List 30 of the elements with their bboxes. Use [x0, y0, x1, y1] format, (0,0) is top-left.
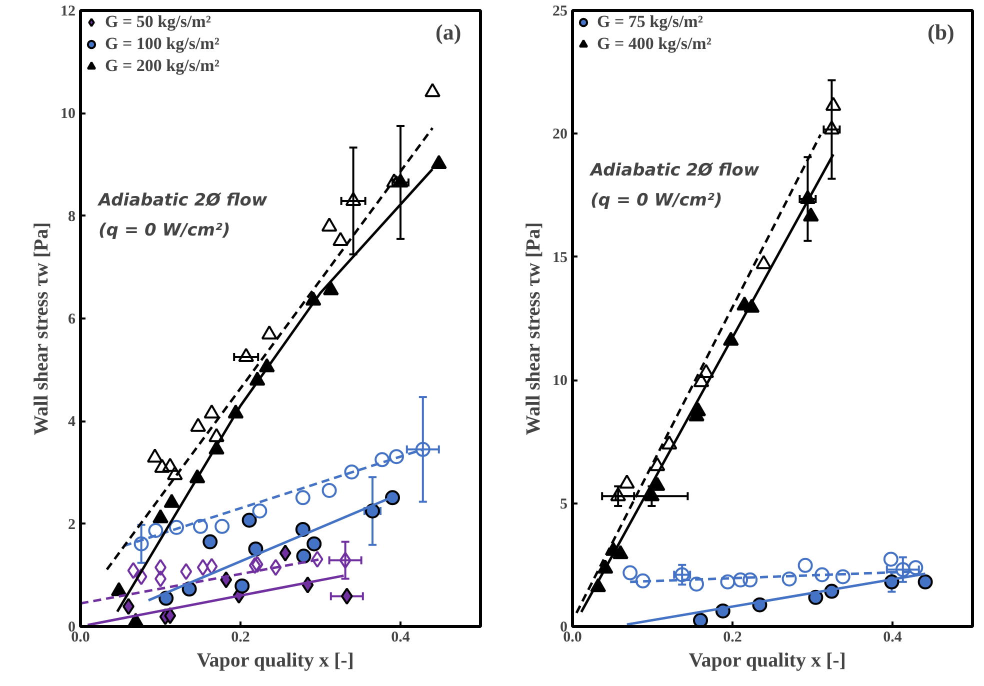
y-tick-label: 12: [60, 4, 76, 20]
y-tick-label: 20: [552, 126, 568, 143]
legend-label: G = 50 kg/s/m²: [105, 12, 211, 32]
y-tick-label: 15: [552, 250, 568, 266]
x-tick-label: 0.2: [231, 630, 250, 646]
annotation: (b): [928, 20, 954, 44]
x-tick-label: 0.4: [883, 630, 902, 646]
annotation: (q = 0 W/cm²): [98, 220, 230, 240]
x-tick-label: 0.2: [723, 630, 742, 646]
legend-label: G = 400 kg/s/m²: [597, 34, 712, 54]
y-tick-label: 5: [560, 496, 568, 512]
y-tick-label: 4: [68, 414, 76, 430]
legend-label: G = 100 kg/s/m²: [105, 34, 220, 54]
x-axis-title: Vapor quality x [-]: [196, 650, 354, 672]
y-tick-label: 25: [552, 4, 568, 20]
annotation: (a): [436, 20, 462, 44]
y-tick-label: 10: [552, 373, 568, 390]
legend-label: G = 75 kg/s/m²: [597, 12, 703, 32]
y-axis-title: Wall shear stress τw [Pa]: [30, 222, 52, 436]
legend-label: G = 200 kg/s/m²: [105, 56, 220, 76]
y-tick-label: 8: [68, 208, 76, 225]
y-axis-title: Wall shear stress τw [Pa]: [522, 222, 544, 436]
y-tick-label: 2: [68, 516, 76, 533]
x-tick-label: 0.4: [391, 630, 410, 646]
annotation: (q = 0 W/cm²): [590, 190, 722, 210]
x-axis-title: Vapor quality x [-]: [688, 650, 846, 672]
y-tick-label: 10: [60, 106, 76, 122]
annotation: Adiabatic 2Ø flow: [96, 190, 268, 210]
y-tick-label: 6: [68, 312, 76, 328]
annotation: Adiabatic 2Ø flow: [588, 160, 760, 180]
